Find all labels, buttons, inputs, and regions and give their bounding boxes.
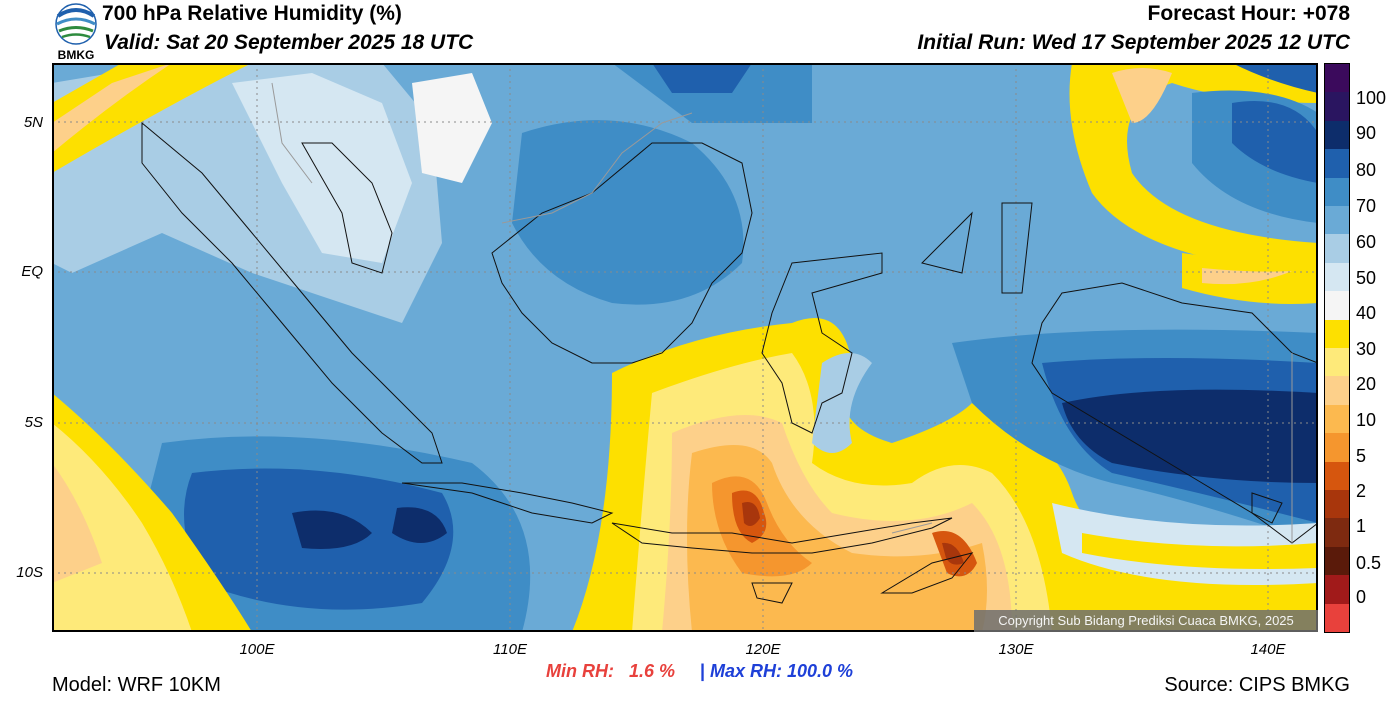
colorbar-label-80: 80 [1356, 160, 1377, 180]
lat-label-5n: 5N [23, 114, 43, 131]
colorbar-segment [1325, 404, 1349, 434]
colorbar-label-0: 0 [1356, 587, 1367, 607]
colorbar-segment [1325, 177, 1349, 207]
colorbar-label-30: 30 [1356, 339, 1377, 359]
borders [271, 82, 1293, 543]
field-borneo-blue [512, 120, 744, 305]
colorbar-segment [1325, 603, 1349, 633]
colorbar-label-90: 90 [1356, 123, 1377, 143]
colorbar-segment [1325, 149, 1349, 179]
colorbar-label-0-5: 0.5 [1356, 553, 1382, 573]
coastlines [141, 121, 1318, 604]
lat-label-eq: EQ [21, 263, 43, 280]
colorbar-segment [1325, 262, 1349, 292]
colorbar-label-1: 1 [1356, 516, 1367, 536]
colorbar-segment [1325, 490, 1349, 519]
colorbar-segment [1325, 206, 1349, 235]
colorbar-segment [1325, 518, 1349, 548]
colorbar-label-60: 60 [1356, 232, 1377, 252]
bmkg-logo: BMKG [52, 2, 100, 62]
forecast-hour: Forecast Hour: +078 [1147, 2, 1351, 25]
colorbar-segment [1325, 64, 1349, 93]
colorbar-label-100: 100 [1356, 88, 1387, 108]
colorbar-label-5: 5 [1356, 446, 1367, 466]
colorbar-segment [1325, 461, 1349, 491]
graticule [52, 63, 1318, 632]
colorbar-label-70: 70 [1356, 196, 1377, 216]
copyright-notice: Copyright Sub Bidang Prediksi Cuaca BMKG… [974, 610, 1318, 632]
max-rh: Max RH: 100.0 % [710, 661, 854, 681]
colorbar-segment [1325, 433, 1349, 463]
lon-label-140e: 140E [1250, 641, 1286, 658]
colorbar-label-40: 40 [1356, 303, 1377, 323]
colorbar-segment [1325, 234, 1349, 264]
model-label: Model: WRF 10KM [52, 674, 221, 696]
min-rh: Min RH: 1.6 % [546, 661, 676, 681]
source-label: Source: CIPS BMKG [1164, 674, 1350, 696]
lat-label-10s: 10S [16, 564, 43, 581]
colorbar-segment [1325, 376, 1349, 406]
colorbar-segment [1325, 92, 1349, 122]
colorbar-segment [1325, 291, 1349, 321]
colorbar-label-10: 10 [1356, 410, 1377, 430]
logo-text: BMKG [58, 48, 95, 62]
colorbar-segment [1325, 546, 1349, 576]
map-title: 700 hPa Relative Humidity (%) [102, 2, 402, 25]
humidity-map [52, 63, 1318, 632]
lon-label-130e: 130E [998, 641, 1034, 658]
colorbar-segment [1325, 575, 1349, 605]
colorbar-segment [1325, 348, 1349, 377]
lon-label-120e: 120E [745, 641, 781, 658]
colorbar-segment [1325, 120, 1349, 150]
humidity-map-svg [52, 63, 1318, 632]
initial-run: Initial Run: Wed 17 September 2025 12 UT… [917, 31, 1350, 54]
colorbar-segment [1325, 319, 1349, 349]
stats-separator: | [700, 661, 706, 681]
valid-time: Valid: Sat 20 September 2025 18 UTC [104, 31, 474, 54]
colorbar-label-50: 50 [1356, 268, 1377, 288]
lat-label-5s: 5S [24, 414, 43, 431]
lon-label-100e: 100E [239, 641, 275, 658]
colorbar-label-20: 20 [1356, 374, 1377, 394]
lon-label-110e: 110E [493, 641, 527, 658]
colorbar [1324, 63, 1350, 633]
colorbar-label-2: 2 [1356, 481, 1367, 501]
